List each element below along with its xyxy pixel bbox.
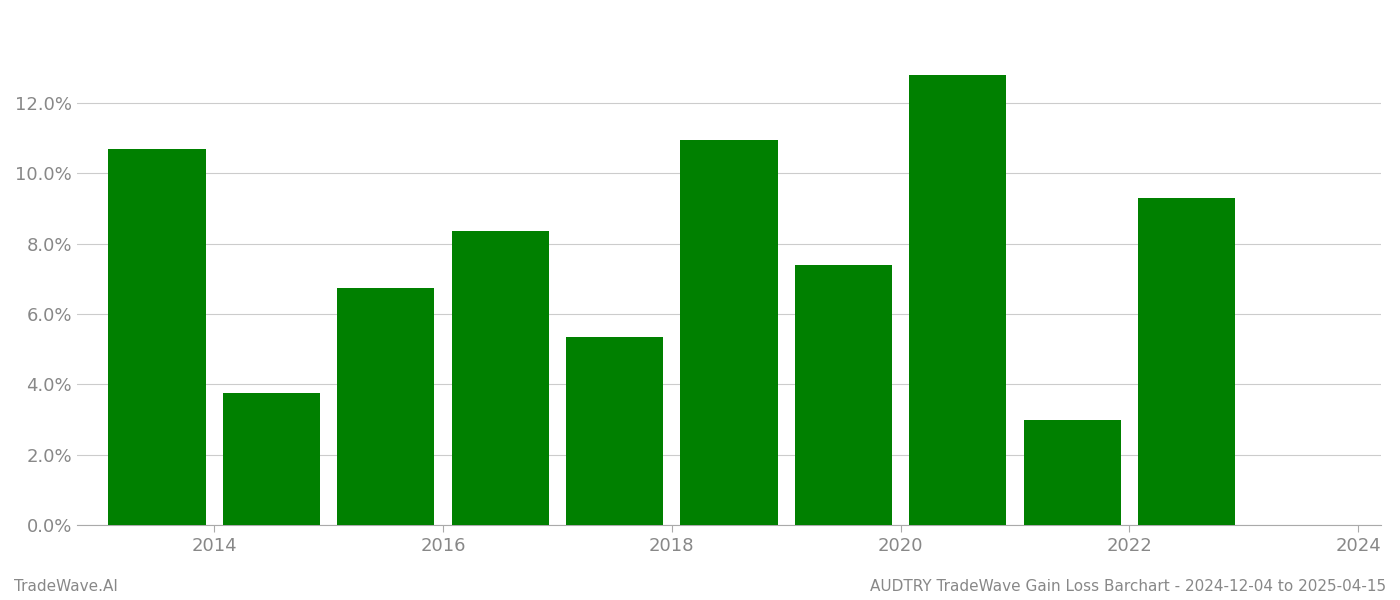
Bar	[223, 393, 321, 525]
Bar	[337, 287, 434, 525]
Text: TradeWave.AI: TradeWave.AI	[14, 579, 118, 594]
Bar	[909, 75, 1007, 525]
Text: AUDTRY TradeWave Gain Loss Barchart - 2024-12-04 to 2025-04-15: AUDTRY TradeWave Gain Loss Barchart - 20…	[869, 579, 1386, 594]
Bar	[566, 337, 664, 525]
Bar	[1138, 198, 1235, 525]
Bar	[795, 265, 892, 525]
Bar	[680, 140, 777, 525]
Bar	[1023, 419, 1121, 525]
Bar	[108, 149, 206, 525]
Bar	[452, 232, 549, 525]
